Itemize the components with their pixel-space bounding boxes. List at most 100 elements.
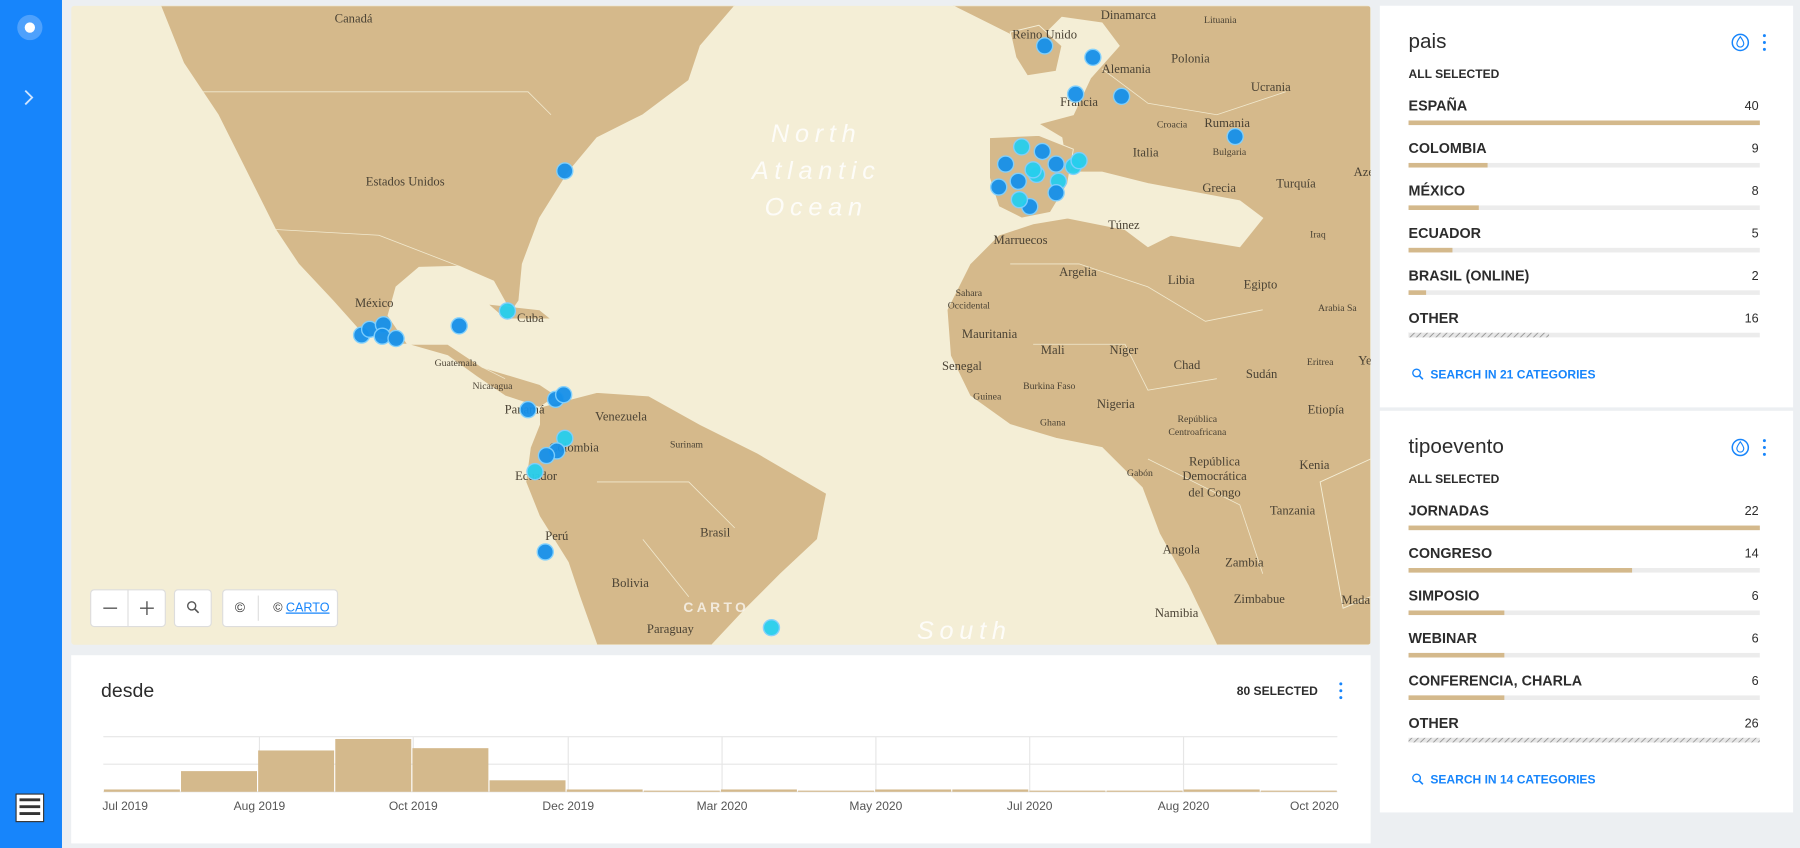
attribution-prefix: © <box>273 601 283 615</box>
category-name[interactable]: JORNADAS <box>1409 504 1489 520</box>
map-label: Arabia Sa <box>1318 303 1357 314</box>
widget-menu[interactable] <box>1762 446 1766 450</box>
selection-count: 80 SELECTED <box>1237 684 1318 698</box>
x-tick-label: May 2020 <box>849 799 902 813</box>
event-marker[interactable] <box>990 178 1008 196</box>
category-name[interactable]: CONFERENCIA, CHARLA <box>1409 673 1583 689</box>
event-marker[interactable] <box>1066 85 1085 103</box>
event-marker[interactable] <box>1084 48 1102 67</box>
map-label: Reino Unido <box>1012 27 1077 41</box>
event-marker[interactable] <box>498 302 517 320</box>
map-label: Namibia <box>1155 606 1199 620</box>
category-name[interactable]: WEBINAR <box>1409 631 1478 647</box>
event-marker[interactable] <box>1012 138 1031 156</box>
search-link[interactable]: SEARCH IN 21 CATEGORIES <box>1430 367 1595 381</box>
bar-track <box>1408 332 1760 338</box>
attribution-link[interactable]: CARTO <box>286 601 330 615</box>
widget-menu[interactable] <box>1762 439 1766 443</box>
color-button[interactable] <box>1731 33 1750 52</box>
event-marker[interactable] <box>1033 142 1052 161</box>
category-name[interactable]: BRASIL (ONLINE) <box>1409 268 1530 284</box>
category-name[interactable]: SIMPOSIO <box>1409 588 1480 604</box>
x-tick-label: Jul 2020 <box>1007 799 1053 813</box>
event-marker[interactable] <box>450 317 468 335</box>
event-marker[interactable] <box>1035 37 1054 55</box>
event-marker[interactable] <box>1047 155 1065 173</box>
category-name[interactable]: MÉXICO <box>1409 182 1466 199</box>
map-label: Marruecos <box>994 233 1048 247</box>
map-label: Surinam <box>670 439 703 450</box>
zoom-in[interactable] <box>140 601 154 616</box>
event-marker[interactable] <box>526 462 544 481</box>
widget-title: desde <box>101 680 154 702</box>
map-label: Libia <box>1168 273 1195 287</box>
event-marker[interactable] <box>1226 127 1244 146</box>
bar <box>258 750 335 792</box>
widget-menu[interactable] <box>1762 452 1766 456</box>
category-name[interactable]: COLOMBIA <box>1409 141 1487 157</box>
expand-button[interactable] <box>24 90 34 106</box>
map-label: Aze <box>1354 165 1375 179</box>
category-bar <box>1408 737 1760 743</box>
map-label: Perú <box>545 529 569 543</box>
map-label: Kenia <box>1299 458 1330 472</box>
event-marker[interactable] <box>556 162 574 180</box>
category-bar <box>1408 332 1550 338</box>
map-label: Estados Unidos <box>366 174 445 188</box>
category-name[interactable]: CONGRESO <box>1409 546 1493 562</box>
map-label: Bolivia <box>612 576 650 590</box>
bar <box>798 790 875 792</box>
map-label: Turquía <box>1276 177 1316 191</box>
event-marker[interactable] <box>1070 151 1088 170</box>
search-link[interactable]: SEARCH IN 14 CATEGORIES <box>1430 772 1595 786</box>
map-label: Tanzania <box>1270 504 1316 518</box>
map-label: Ghana <box>1040 418 1066 429</box>
category-bar <box>1408 162 1488 168</box>
category-bar <box>1408 568 1633 573</box>
map-label: Sudán <box>1246 367 1278 381</box>
color-icon <box>1736 35 1745 48</box>
category-name[interactable]: ECUADOR <box>1409 226 1482 242</box>
map-label: Guinea <box>973 391 1002 402</box>
widget-menu[interactable] <box>1339 682 1343 700</box>
category-name[interactable]: OTHER <box>1409 716 1460 732</box>
category-name[interactable]: ESPAÑA <box>1409 97 1468 115</box>
map-label: Brasil <box>700 525 731 539</box>
color-icon <box>1736 440 1745 453</box>
event-marker[interactable] <box>762 618 781 637</box>
event-marker[interactable] <box>1047 184 1065 202</box>
category-bar <box>1408 290 1427 295</box>
category-name[interactable]: OTHER <box>1409 311 1460 327</box>
event-marker[interactable] <box>536 543 555 561</box>
map-label: Centroafricana <box>1168 427 1227 438</box>
map-label: Chad <box>1174 358 1201 372</box>
event-marker[interactable] <box>537 446 556 465</box>
map-label: Níger <box>1109 343 1139 357</box>
search-control[interactable] <box>173 589 212 628</box>
color-button[interactable] <box>1731 438 1750 457</box>
event-marker[interactable] <box>1010 190 1029 209</box>
watermark: CARTO <box>683 600 749 615</box>
map-label: Rumania <box>1204 116 1250 130</box>
event-marker[interactable] <box>556 429 574 448</box>
widget-menu[interactable] <box>1762 47 1766 51</box>
widget-menu[interactable] <box>1762 34 1766 38</box>
bar <box>1106 790 1183 792</box>
home-icon <box>24 22 36 33</box>
bar <box>335 738 412 792</box>
event-marker[interactable] <box>1112 87 1131 106</box>
event-marker[interactable] <box>554 386 573 404</box>
event-marker[interactable] <box>519 400 537 419</box>
borders <box>183 68 1286 597</box>
event-marker[interactable] <box>387 329 405 348</box>
info-button[interactable]: © <box>235 600 245 615</box>
event-marker[interactable] <box>1009 172 1027 191</box>
widget-menu[interactable] <box>1762 40 1766 44</box>
event-marker[interactable] <box>996 155 1015 173</box>
category-bar <box>1408 525 1760 531</box>
map[interactable]: Canadá Dinamarca Lituania Reino Unido Poloni… <box>71 5 1375 645</box>
x-tick-label: Mar 2020 <box>697 799 748 813</box>
event-marker[interactable] <box>1024 161 1042 179</box>
x-tick-label: Jul 2019 <box>102 799 148 813</box>
